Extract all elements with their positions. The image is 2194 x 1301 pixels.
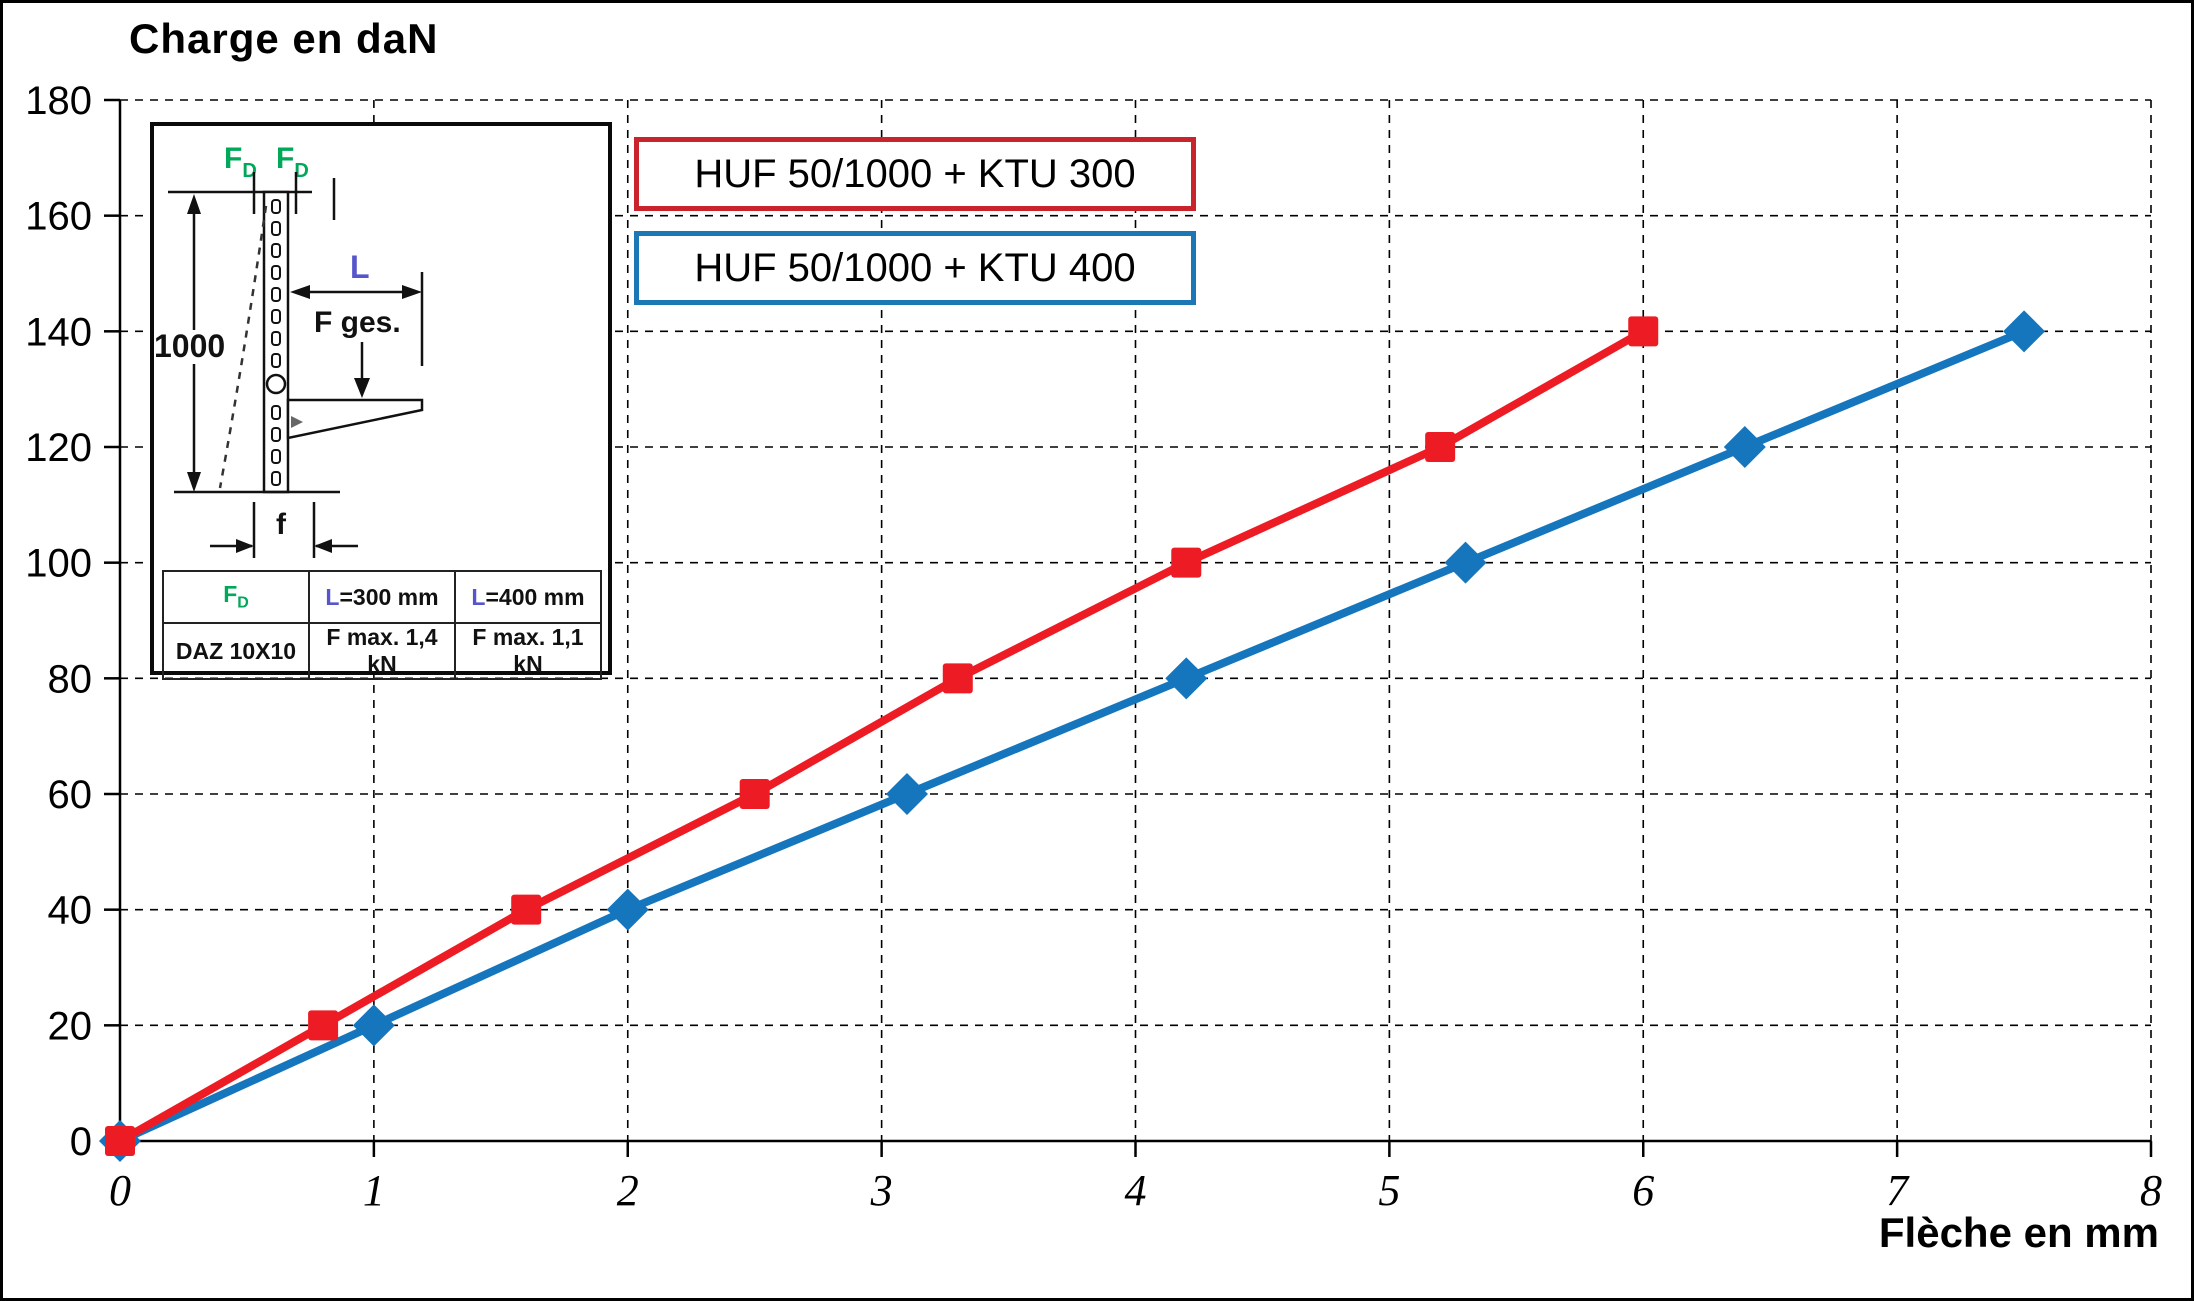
- legend-label-ktu300: HUF 50/1000 + KTU 300: [694, 151, 1136, 196]
- y-tick-label: 100: [25, 542, 92, 586]
- data-point-marker: [1171, 547, 1202, 578]
- inset-table-header-l300: L=300 mm: [308, 570, 456, 624]
- inset-table-value-row: DAZ 10X10 F max. 1,4 kN F max. 1,1 kN: [162, 622, 602, 680]
- y-tick-label: 80: [48, 657, 93, 701]
- x-axis-title: Flèche en mm: [1878, 1209, 2159, 1256]
- data-point-marker: [942, 663, 973, 694]
- x-tick-label: 8: [2140, 1166, 2162, 1215]
- inset-diagram-panel: FD FD 1000: [150, 122, 612, 680]
- x-tick-label: 5: [1378, 1166, 1400, 1215]
- y-tick-label: 20: [48, 1004, 93, 1048]
- x-tick-label: 4: [1125, 1166, 1147, 1215]
- x-tick-label: 2: [617, 1166, 639, 1215]
- deflection-label: f: [276, 508, 287, 541]
- height-label-bg: [154, 330, 230, 364]
- inset-drawing: FD FD 1000: [154, 142, 424, 558]
- chart-svg: 0 20 40 60 80 100 120 140 160 180 0 1 2 3 4 5 6 7 8: [25, 79, 2162, 1215]
- inset-table-header-row: FD L=300 mm L=400 mm: [162, 570, 602, 624]
- data-point-marker: [606, 888, 649, 931]
- bracket-hook-mark: [291, 416, 303, 428]
- deflection-arrow-head-left: [236, 539, 254, 553]
- x-tick-label: 7: [1886, 1166, 1910, 1215]
- y-tick-label: 160: [25, 195, 92, 239]
- data-point-marker: [1723, 426, 1766, 468]
- force-fd-label-1: FD: [224, 142, 257, 182]
- length-arrow-right: [402, 285, 422, 299]
- height-arrow-down: [187, 472, 201, 492]
- data-point-marker: [105, 1126, 135, 1156]
- y-tick-label: 120: [25, 426, 92, 470]
- data-point-marker: [511, 894, 542, 925]
- height-dimension-label: 1000: [154, 328, 225, 364]
- legend-item-ktu300: HUF 50/1000 + KTU 300: [634, 137, 1196, 211]
- cantilever-bracket: [286, 398, 424, 440]
- series-line: [116, 327, 1648, 1145]
- data-point-marker: [308, 1010, 339, 1041]
- y-tick-label: 180: [25, 79, 92, 123]
- post-slots: [271, 199, 281, 486]
- deflection-tick-lines: [252, 502, 316, 558]
- inset-table-cell-fmax300: F max. 1,4 kN: [308, 622, 456, 680]
- data-point-marker: [1165, 657, 1208, 700]
- inset-table-cell-daz: DAZ 10X10: [162, 622, 310, 680]
- data-point-marker: [1628, 316, 1659, 347]
- total-force-label: F ges.: [314, 306, 401, 339]
- x-tick-label: 1: [363, 1166, 385, 1215]
- force-fd-label-2: FD: [276, 142, 309, 182]
- inset-table-header-l400: L=400 mm: [454, 570, 602, 624]
- hanger-tick-marks: [252, 172, 336, 220]
- y-tick-label: 60: [48, 773, 93, 817]
- x-tick-label: 6: [1632, 1166, 1654, 1215]
- x-tick-label: 0: [109, 1166, 131, 1215]
- length-label: L: [350, 249, 370, 285]
- y-tick-label: 140: [25, 310, 92, 354]
- inset-table-header-fd: FD: [162, 570, 310, 624]
- data-point-marker: [1444, 541, 1487, 584]
- data-point-marker: [886, 773, 929, 815]
- inset-table: FD L=300 mm L=400 mm DAZ 10X10 F max. 1,…: [162, 570, 602, 680]
- data-point-marker: [1425, 432, 1456, 462]
- deflection-arrow-head-right: [314, 539, 332, 553]
- data-point-marker: [352, 1004, 395, 1047]
- y-tick-label: 0: [70, 1120, 92, 1164]
- legend-item-ktu400: HUF 50/1000 + KTU 400: [634, 231, 1196, 305]
- tick-labels-group: 0 20 40 60 80 100 120 140 160 180 0 1 2 3 4 5 6 7 8: [25, 79, 2162, 1215]
- data-point-marker: [739, 779, 770, 809]
- inset-table-cell-fmax400: F max. 1,1 kN: [454, 622, 602, 680]
- data-point-marker: [2003, 310, 2046, 353]
- post-mounting-hole: [265, 373, 287, 395]
- series-huf-50-1000-ktu-300: [105, 316, 1659, 1156]
- series-line: [116, 327, 2029, 1145]
- chart-title: Charge en daN: [129, 15, 439, 62]
- length-arrow-left: [290, 285, 310, 299]
- series-group: [99, 310, 2046, 1162]
- height-arrow-up: [187, 194, 201, 214]
- y-tick-label: 40: [48, 889, 93, 933]
- force-arrow-head: [354, 378, 370, 398]
- legend-label-ktu400: HUF 50/1000 + KTU 400: [694, 245, 1136, 290]
- x-tick-label: 3: [870, 1166, 893, 1215]
